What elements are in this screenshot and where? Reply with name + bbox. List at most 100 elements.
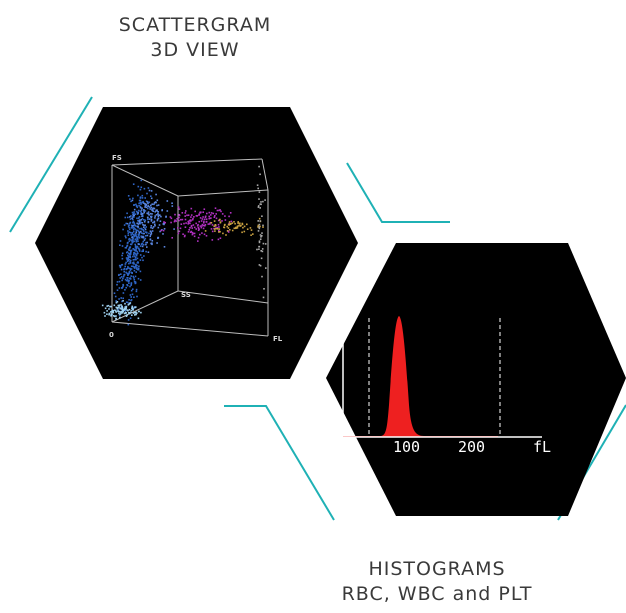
scatter-point (204, 215, 207, 218)
scatter-point (218, 219, 221, 221)
scatter-point (252, 233, 254, 235)
scatter-point (178, 208, 181, 210)
scatter-point (137, 252, 139, 255)
scatter-point (140, 235, 142, 237)
scatter-point (134, 243, 136, 246)
scatter-point (117, 307, 119, 309)
scatter-point (136, 217, 138, 220)
scatter-point (129, 261, 131, 263)
scatter-point (183, 235, 186, 238)
scatter-point (115, 315, 117, 317)
scatter-point (193, 216, 195, 218)
scatter-point (159, 230, 161, 233)
scatter-point (121, 263, 124, 266)
scatter-point (110, 315, 112, 317)
scatter-point (135, 249, 137, 252)
scatter-point (204, 223, 207, 226)
scatter-point (228, 221, 231, 223)
scatter-point (131, 211, 134, 214)
scatter-point (218, 231, 220, 233)
scatter-point (135, 268, 138, 270)
scatter-point (258, 240, 261, 242)
scatter-point (145, 250, 147, 253)
scatter-point (133, 235, 135, 238)
scatter-point (137, 236, 139, 238)
scatter-point (216, 209, 219, 212)
scatter-point (133, 240, 135, 243)
scatter-point (127, 277, 129, 279)
scatter-point (203, 218, 206, 221)
scatter-point (231, 229, 234, 232)
scatter-point (149, 208, 151, 210)
scatter-point (179, 227, 182, 230)
scatter-point (262, 226, 264, 228)
scatter-point (134, 267, 136, 269)
scatter-point (128, 231, 131, 233)
scatter-point (116, 308, 118, 310)
scatter-point (178, 230, 181, 233)
scatter-point (120, 276, 123, 278)
fl-axis-label: FL (273, 335, 283, 343)
scatter-point (129, 277, 132, 279)
scatter-point (149, 212, 152, 215)
scatter-point (180, 218, 182, 221)
scatter-point (132, 237, 134, 239)
scatter-point (137, 277, 140, 280)
scatter-point (113, 315, 115, 317)
scatter-point (127, 230, 129, 232)
fs-axis-label: FS (112, 154, 122, 162)
scatter-point (129, 294, 132, 296)
scatter-point (143, 187, 146, 190)
scatter-point (241, 231, 243, 234)
scatter-point (136, 312, 138, 314)
scatter-point (138, 204, 140, 207)
scatter-point (134, 245, 137, 247)
scatter-point (199, 212, 202, 214)
scatter-point (132, 265, 134, 268)
scatter-point (259, 238, 262, 240)
scatter-point (195, 215, 198, 217)
scatter-point (163, 228, 166, 230)
scatter-point (115, 301, 118, 304)
scatter-point (139, 254, 142, 256)
scatter-point (141, 214, 144, 216)
scatter-point (110, 305, 112, 308)
scatter-point (128, 224, 130, 226)
scatter-point (262, 296, 265, 299)
scatter-point (150, 207, 153, 209)
scatter-point (261, 250, 264, 253)
scatter-point (131, 232, 134, 234)
scatter-point (150, 190, 153, 192)
scatter-point (130, 259, 132, 262)
scatter-point (135, 241, 138, 243)
scatter-point (141, 201, 143, 204)
scatter-point (139, 227, 141, 230)
scatter-point (260, 257, 263, 260)
scatter-point (132, 218, 134, 221)
scatter-point (139, 270, 142, 273)
scatter-point (135, 240, 137, 242)
scatter-point (139, 205, 142, 208)
scatter-point (134, 256, 137, 259)
scatter-point (147, 187, 150, 189)
scatter-point (127, 225, 130, 227)
scatter-point (124, 265, 126, 268)
scatter-point (187, 214, 190, 216)
scatter-point (126, 212, 128, 215)
scatter-point (133, 208, 136, 211)
scatter-point (213, 220, 216, 222)
scatter-point (227, 223, 230, 226)
scatter-point (129, 221, 132, 224)
scatter-point (119, 240, 122, 242)
scatter-point (132, 220, 135, 223)
scatter-point (217, 223, 220, 226)
scatter-point (124, 216, 127, 219)
scatter-point (132, 253, 135, 256)
scatter-point (128, 272, 130, 274)
scatter-point (146, 241, 148, 244)
scatter-point (192, 217, 194, 220)
scatter-point (200, 220, 203, 222)
scatter-point (145, 243, 147, 246)
scatter-point (130, 243, 133, 246)
scatter-point (134, 225, 137, 227)
